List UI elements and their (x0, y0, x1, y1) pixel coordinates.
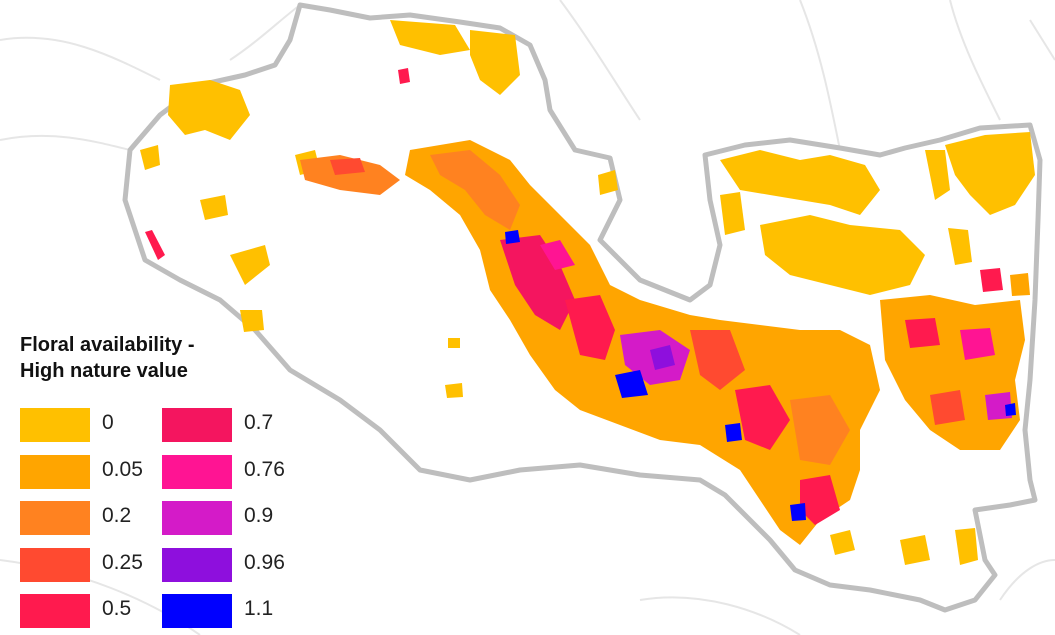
legend-title: Floral availability - High nature value (20, 332, 320, 384)
legend-swatch (162, 408, 232, 442)
legend-swatch (20, 454, 90, 489)
legend-swatch (20, 594, 90, 628)
legend-label: 0.9 (244, 504, 274, 527)
zone-value-0 (140, 20, 1035, 565)
legend-swatch (20, 408, 90, 442)
legend-swatch (162, 547, 232, 582)
legend-item: 1.1 (162, 594, 302, 628)
legend-item: 0.96 (162, 547, 302, 582)
legend-item: 0.2 (20, 501, 160, 535)
legend-label: 0.7 (244, 411, 274, 434)
legend-swatch (162, 501, 232, 535)
legend-label: 0.5 (102, 597, 132, 620)
legend-item: 0.76 (162, 454, 302, 489)
legend-swatch (20, 547, 90, 582)
legend-item: 0.25 (20, 547, 160, 582)
legend-item: 0.9 (162, 501, 302, 535)
legend-label: 0.25 (102, 550, 143, 574)
legend-swatch (162, 454, 232, 489)
zone-valley-mosaic (300, 140, 880, 545)
legend-item: 0 (20, 408, 160, 442)
legend-label: 1.1 (244, 597, 274, 620)
legend-title-line1: Floral availability - (20, 334, 195, 356)
legend-title-line2: High nature value (20, 360, 188, 382)
legend-label: 0.76 (244, 457, 285, 481)
legend-item: 0.05 (20, 454, 160, 489)
legend-label: 0.96 (244, 550, 285, 574)
legend-label: 0 (102, 411, 114, 434)
map-legend: Floral availability - High nature value … (20, 332, 320, 632)
legend-item: 0.5 (20, 594, 160, 628)
legend-swatch (20, 501, 90, 535)
legend-label: 0.2 (102, 504, 132, 527)
legend-label: 0.05 (102, 457, 143, 481)
patch-west (145, 230, 165, 260)
zone-east-mosaic (880, 268, 1030, 450)
legend-swatch (162, 594, 232, 628)
patch-north (398, 68, 410, 84)
legend-item: 0.7 (162, 408, 302, 442)
